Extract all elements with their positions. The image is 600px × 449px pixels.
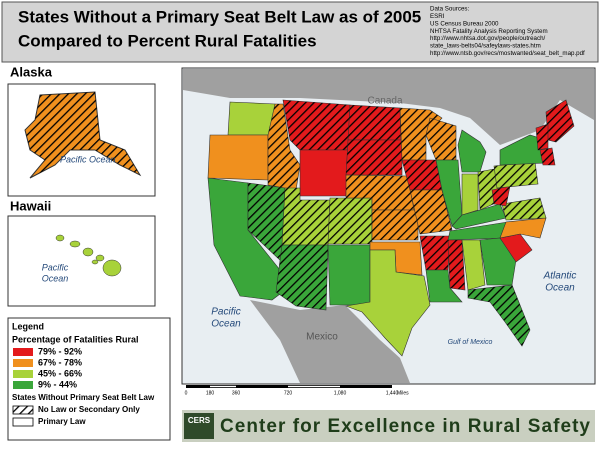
ocean-label: Pacific Ocean — [60, 154, 116, 164]
hawaii-island — [69, 240, 81, 248]
state — [479, 237, 517, 286]
mexico — [250, 300, 410, 383]
title-line: Compared to Percent Rural Fatalities — [18, 31, 317, 50]
state-hatch — [426, 118, 456, 160]
legend-subtitle: Percentage of Fatalities Rural — [12, 334, 139, 344]
scale-label: 1,080 — [334, 390, 347, 396]
ocean-label: Gulf of Mexico — [448, 339, 493, 346]
state-hatch — [540, 148, 555, 165]
state-hatch — [372, 210, 418, 240]
state — [461, 239, 486, 291]
header-box — [1, 1, 599, 63]
title-line: States Without a Primary Seat Belt Law a… — [18, 7, 421, 26]
data-source: http://www.ntsb.gov/recs/mostwanted/seat… — [430, 50, 585, 57]
banner — [182, 410, 595, 442]
state-hatch — [276, 245, 328, 310]
state-hatch — [448, 240, 465, 290]
state-hatch — [283, 100, 350, 150]
state — [425, 269, 463, 303]
state — [344, 249, 431, 357]
data-source: Data Sources: — [430, 6, 469, 13]
scale-bar-segment — [210, 385, 236, 388]
ocean-label: Pacific — [42, 262, 69, 272]
hawaii-island — [91, 259, 99, 265]
ocean-label: Atlantic — [543, 271, 577, 282]
banner-text: Center for Excellence in Rural Safety — [220, 416, 590, 437]
state-hatch — [248, 183, 285, 262]
data-source: http://www.nhtsa.dot.gov/people/outreach… — [430, 35, 546, 42]
hawaii-island — [102, 259, 122, 277]
state-hatch — [420, 236, 450, 270]
state-hatch — [268, 104, 300, 190]
state-hatch — [282, 188, 330, 245]
legend-label: No Law or Secondary Only — [38, 405, 140, 414]
data-source: state_laws-belts04/safeylaws-states.htm — [430, 43, 541, 50]
ocean-label: Ocean — [42, 273, 69, 283]
state-hatch — [494, 162, 538, 188]
state-hatch — [502, 198, 546, 220]
hawaii-island — [82, 247, 94, 257]
state-hatch — [346, 140, 402, 175]
hawaii-inset — [7, 215, 156, 307]
state-hatch — [546, 100, 574, 142]
state — [227, 101, 276, 136]
data-source: US Census Bureau 2000 — [430, 20, 499, 27]
ocean-label: Ocean — [545, 283, 575, 294]
legend-box — [7, 317, 171, 441]
hawaii-island — [55, 234, 65, 242]
banner-logo-box — [184, 413, 214, 439]
scale-label: 720 — [284, 390, 293, 396]
alaska-hatch — [25, 92, 140, 178]
data-source: ESRI — [430, 13, 445, 20]
state — [299, 149, 349, 197]
legend-swatch — [13, 348, 33, 356]
state-hatch — [346, 175, 414, 210]
data-source: NHTSA Fatality Analysis Reporting System — [430, 28, 548, 35]
ocean-label: Ocean — [211, 319, 241, 330]
state — [499, 217, 547, 239]
scale-label: 1,440 — [386, 390, 399, 396]
country-label: Canada — [367, 96, 402, 107]
hawaii-island — [95, 254, 105, 262]
legend-swatch — [13, 370, 33, 378]
scale-bar-segment — [288, 385, 340, 388]
legend-label: 79% - 92% — [38, 346, 82, 356]
legend-label: 9% - 44% — [38, 379, 77, 389]
state — [461, 173, 479, 216]
legend-label: 45% - 66% — [38, 368, 82, 378]
state-hatch — [410, 190, 452, 234]
legend-label: 67% - 78% — [38, 357, 82, 367]
legend-swatch — [13, 381, 33, 389]
state-hatch — [328, 198, 372, 244]
inset-label: Hawaii — [10, 198, 51, 213]
state — [327, 244, 371, 306]
scale-label: 360 — [232, 390, 241, 396]
inset-label: Alaska — [10, 64, 53, 79]
ocean-label: Pacific — [211, 307, 240, 318]
banner-logo: CERS — [188, 416, 211, 425]
scale-label: 0 — [185, 390, 188, 396]
scale-label: 180 — [206, 390, 215, 396]
legend-label: Primary Law — [38, 417, 86, 426]
legend-swatch — [12, 405, 34, 415]
state-hatch — [348, 105, 401, 140]
country-label: Mexico — [306, 332, 338, 343]
canada — [183, 69, 594, 145]
legend-heading: States Without Primary Seat Belt Law — [12, 393, 155, 402]
scale-unit: Miles — [397, 390, 409, 396]
state-hatch — [536, 124, 548, 150]
legend-swatch — [13, 359, 33, 367]
state-hatch — [468, 285, 530, 346]
legend-swatch — [12, 417, 34, 427]
state-hatch — [492, 186, 510, 206]
state-hatch — [402, 160, 442, 190]
state — [207, 134, 269, 181]
legend-title: Legend — [12, 321, 44, 331]
